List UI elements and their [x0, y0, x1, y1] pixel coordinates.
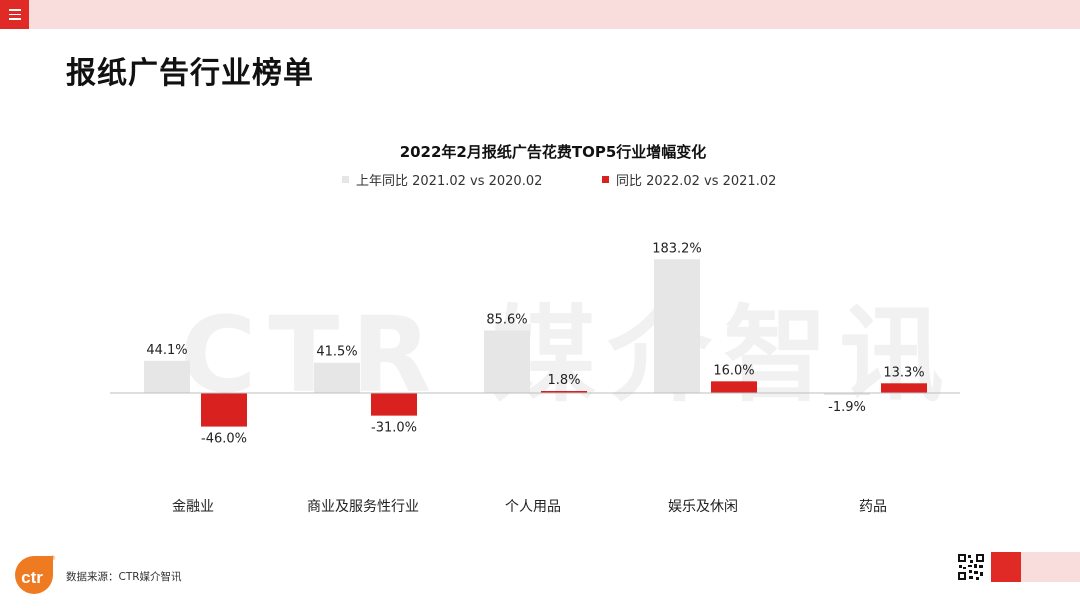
qr-code-icon [957, 553, 985, 581]
logo-text: ctr [21, 568, 43, 587]
watermark: CTR 媒介智讯 [180, 294, 956, 416]
bars [110, 259, 960, 427]
bar [881, 383, 927, 393]
category-label: 个人用品 [505, 499, 561, 515]
data-label: 183.2% [652, 241, 702, 256]
bar [144, 360, 190, 393]
footer-accent-block [991, 552, 1021, 582]
footer-light-block [1021, 552, 1080, 582]
page-title: 报纸广告行业榜单 [66, 56, 314, 91]
legend-swatch [342, 176, 349, 183]
bar [824, 393, 870, 395]
bar [654, 259, 700, 393]
data-label: -31.0% [371, 421, 417, 436]
data-label: 16.0% [713, 363, 754, 378]
category-label: 商业及服务性行业 [307, 499, 419, 515]
bar [201, 393, 247, 427]
ctr-logo: ctr ® [15, 555, 56, 594]
category-label: 娱乐及休闲 [668, 499, 738, 515]
category-label: 药品 [859, 499, 887, 515]
data-label: -1.9% [828, 400, 866, 415]
bar [711, 381, 757, 393]
menu-icon[interactable] [0, 0, 29, 29]
source-note: 数据来源：CTR媒介智讯 [66, 571, 182, 583]
category-labels: 金融业 商业及服务性行业 个人用品 娱乐及休闲 药品 [172, 499, 887, 515]
top-bar [0, 0, 1080, 29]
chart-title: 2022年2月报纸广告花费TOP5行业增幅变化 [400, 143, 707, 161]
data-label: -46.0% [201, 432, 247, 447]
data-label: 85.6% [486, 313, 527, 328]
bar [541, 391, 587, 393]
bar [371, 393, 417, 416]
data-labels: 44.1% -46.0% 41.5% -31.0% 85.6% 1.8% 183.2% 16.… [146, 241, 924, 446]
category-label: 金融业 [172, 499, 214, 515]
legend-label: 上年同比 2021.02 vs 2020.02 [356, 174, 542, 189]
data-label: 41.5% [316, 345, 357, 360]
logo-mark: ® [50, 555, 56, 562]
bar [314, 362, 360, 393]
data-label: 1.8% [547, 373, 580, 388]
legend: 上年同比 2021.02 vs 2020.02 同比 2022.02 vs 202… [342, 174, 776, 189]
bar [484, 330, 530, 393]
data-label: 44.1% [146, 343, 187, 358]
data-label: 13.3% [883, 365, 924, 380]
legend-label: 同比 2022.02 vs 2021.02 [616, 174, 776, 189]
legend-swatch [602, 176, 609, 183]
